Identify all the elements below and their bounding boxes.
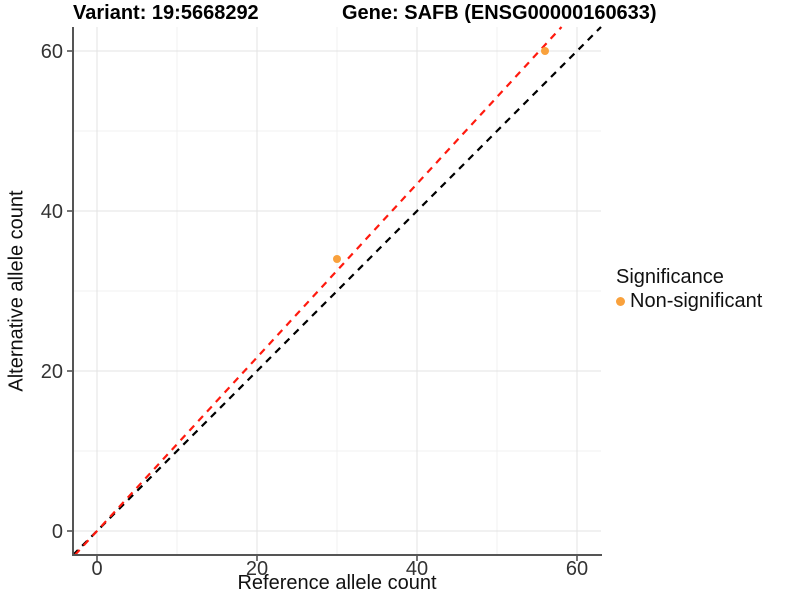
y-axis-title: Alternative allele count (5, 190, 28, 392)
x-tick-label: 60 (566, 558, 588, 580)
data-point (333, 255, 341, 263)
legend-item-non-significant: Non-significant (616, 290, 762, 313)
x-tick-label: 40 (406, 558, 428, 580)
x-tick-label: 20 (246, 558, 268, 580)
y-tick-label: 20 (41, 361, 63, 383)
y-tick-label: 40 (41, 201, 63, 223)
data-point (541, 47, 549, 55)
legend-title: Significance (616, 266, 724, 288)
plot-title-variant: Variant: 19:5668292 (73, 2, 259, 24)
x-axis-title: Reference allele count (237, 572, 437, 594)
plot-title-gene: Gene: SAFB (ENSG00000160633) (342, 2, 657, 24)
fitted-line (74, 26, 563, 556)
y-tick-label: 0 (52, 521, 63, 543)
x-tick-label: 0 (91, 558, 102, 580)
legend: Significance Non-significant (616, 265, 762, 313)
legend-dot-icon (616, 297, 625, 306)
y-tick-label: 60 (41, 41, 63, 63)
legend-item-label: Non-significant (630, 290, 763, 312)
